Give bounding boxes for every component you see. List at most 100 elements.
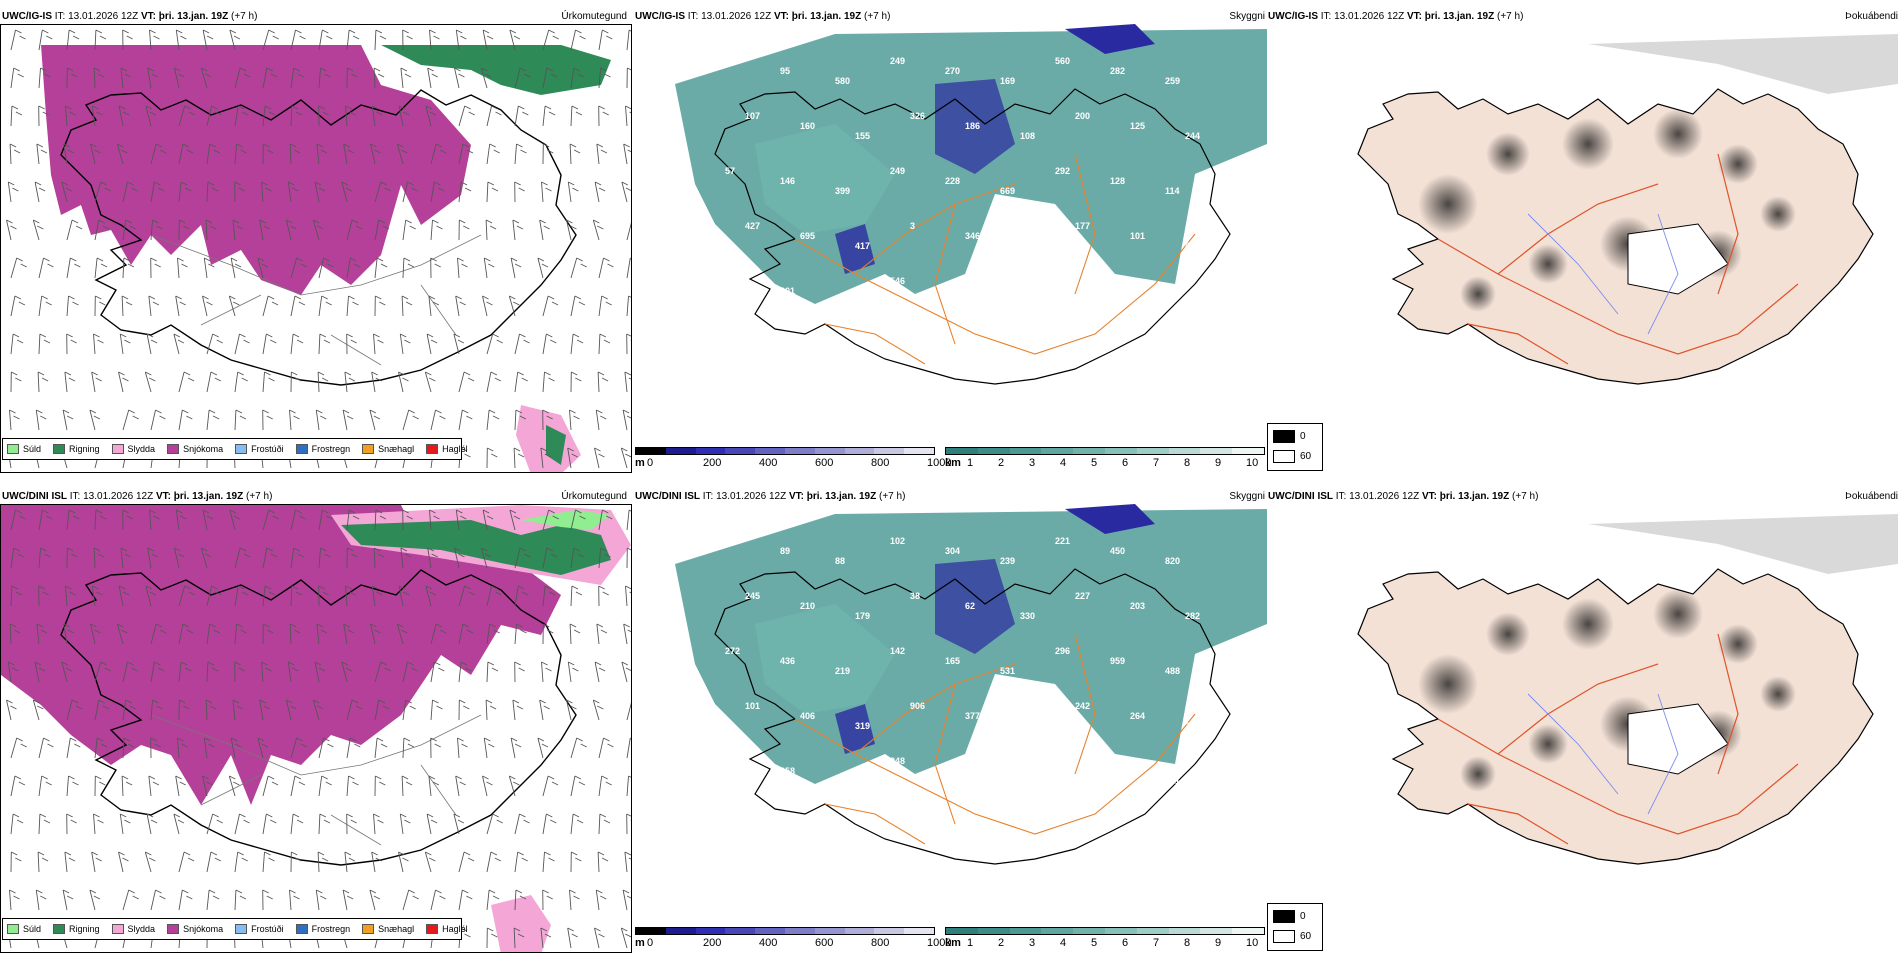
cloud-base-label: 259 bbox=[1165, 76, 1180, 86]
legend-label: Haglél bbox=[442, 444, 468, 454]
lead-time: (+7 h) bbox=[879, 491, 906, 502]
legend-label: Haglél bbox=[442, 924, 468, 934]
visibility-tick: 5 bbox=[1091, 937, 1098, 949]
cloud-base-label: 450 bbox=[1110, 546, 1125, 556]
cloud-base-label: 89 bbox=[780, 546, 790, 556]
legend-label: Slydda bbox=[127, 444, 156, 454]
visibility-tick: 1 bbox=[967, 937, 974, 949]
valid-time: þri. 13.jan. 19Z bbox=[791, 11, 862, 22]
fog-value: 0 bbox=[1300, 431, 1306, 442]
cloud-base-label: 200 bbox=[1075, 111, 1090, 121]
cloud-base-label: 406 bbox=[800, 711, 815, 721]
visibility-tick: 2 bbox=[998, 937, 1005, 949]
visibility-unit: km bbox=[945, 457, 961, 469]
visibility-tick: 3 bbox=[1029, 937, 1036, 949]
cloud-base-label: 58 bbox=[835, 296, 845, 306]
it-label: IT: bbox=[69, 491, 81, 502]
legend-label: Slydda bbox=[127, 924, 156, 934]
it-label: IT: bbox=[1320, 11, 1332, 22]
cloud-base-label: 95 bbox=[945, 286, 955, 296]
cloud-base-label: 546 bbox=[890, 276, 905, 286]
visibility-colorbar: km 1 2 3 4 5 6 7 8 9 10 bbox=[945, 927, 1265, 953]
cloud-base-colorbar: m 0 200 400 600 800 1000 bbox=[635, 927, 951, 953]
legend-item: Slydda bbox=[111, 444, 156, 454]
valid-time: þri. 13.jan. 19Z bbox=[806, 491, 877, 502]
cloud-base-label: 142 bbox=[890, 646, 905, 656]
cloud-base-label: 282 bbox=[1185, 611, 1200, 621]
cloud-base-tick: 600 bbox=[815, 457, 834, 469]
model-name: UWC/DINI ISL bbox=[2, 491, 67, 502]
cloud-base-label: 101 bbox=[1130, 231, 1145, 241]
cloud-base-label: 101 bbox=[745, 701, 760, 711]
visibility-tick: 9 bbox=[1215, 457, 1222, 469]
cloud-base-tick: 200 bbox=[703, 457, 722, 469]
visibility-tick: 4 bbox=[1060, 937, 1067, 949]
valid-time: þri. 13.jan. 19Z bbox=[1424, 11, 1495, 22]
it-label: IT: bbox=[702, 491, 714, 502]
model-name: UWC/DINI ISL bbox=[1268, 491, 1333, 502]
legend-swatch bbox=[235, 924, 248, 934]
cloud-base-label: 114 bbox=[1165, 186, 1180, 196]
cloud-base-label: 485 bbox=[1020, 721, 1035, 731]
fog-swatch bbox=[1273, 450, 1295, 463]
legend-swatch bbox=[111, 924, 124, 934]
legend-item: Snjókoma bbox=[167, 444, 223, 454]
legend-item: Slydda bbox=[111, 924, 156, 934]
cloud-base-label: 1 bbox=[1055, 276, 1060, 286]
fog-legend: 0 60 bbox=[1267, 423, 1323, 471]
cloud-base-label: 210 bbox=[800, 601, 815, 611]
init-time: 13.01.2026 12Z bbox=[716, 491, 787, 502]
cloud-base-label: 107 bbox=[745, 111, 760, 121]
cloud-base-label: 759 bbox=[835, 776, 850, 786]
cloud-base-label: 820 bbox=[1165, 556, 1180, 566]
legend-swatch bbox=[235, 444, 248, 454]
cloud-base-label: 95 bbox=[780, 66, 790, 76]
panel-title: UWC/IG-IS IT: 13.01.2026 12Z VT: þri. 13… bbox=[1268, 11, 1523, 23]
cloud-base-label: 282 bbox=[1110, 66, 1125, 76]
cloud-base-label: 38 bbox=[910, 591, 920, 601]
cloud-base-label: 248 bbox=[890, 756, 905, 766]
cloud-base-label: 417 bbox=[855, 241, 870, 251]
visibility-tick: 6 bbox=[1122, 937, 1129, 949]
cloud-base-unit: m bbox=[635, 937, 645, 949]
legend-item: Rigning bbox=[53, 924, 100, 934]
model-name: UWC/IG-IS bbox=[635, 11, 685, 22]
model-name: UWC/IG-IS bbox=[1268, 11, 1318, 22]
vt-label: VT: bbox=[155, 491, 171, 502]
legend-swatch bbox=[111, 444, 124, 454]
legend-swatch bbox=[7, 444, 19, 454]
precip-type-map bbox=[0, 24, 632, 473]
cloud-base-strip bbox=[635, 447, 935, 455]
legend-item: Súld bbox=[7, 924, 41, 934]
product-name: Þokuábendi bbox=[1845, 491, 1898, 502]
cloud-base-label: 102 bbox=[890, 536, 905, 546]
legend-label: Rigning bbox=[69, 444, 100, 454]
cloud-base-label: 57 bbox=[725, 166, 735, 176]
cloud-base-label: 304 bbox=[945, 546, 960, 556]
cloud-base-label: 203 bbox=[1130, 601, 1145, 611]
legend-item: Haglél bbox=[426, 924, 468, 934]
cloud-base-label: 3 bbox=[910, 221, 915, 231]
lead-time: (+7 h) bbox=[864, 11, 891, 22]
cloud-base-label: 179 bbox=[855, 611, 870, 621]
cloud-base-label: 114 bbox=[725, 756, 740, 766]
cloud-base-label: 330 bbox=[1020, 611, 1035, 621]
cloud-base-label: 55 bbox=[745, 811, 755, 821]
cloud-base-map: 98 95 580 249 270 169 560 282 259 107 160 155 326 186… bbox=[635, 24, 1267, 424]
cloud-base-label: 169 bbox=[1000, 76, 1015, 86]
legend-swatch bbox=[53, 924, 66, 934]
cloud-base-tick: 1000 bbox=[927, 937, 952, 949]
cloud-base-label: 85 bbox=[1000, 776, 1010, 786]
legend-item: Snjókoma bbox=[167, 924, 223, 934]
init-time: 13.01.2026 12Z bbox=[1334, 11, 1405, 22]
legend-label: Súld bbox=[23, 924, 42, 934]
cloud-base-label: 177 bbox=[1075, 221, 1090, 231]
lead-time: (+7 h) bbox=[1497, 11, 1524, 22]
cloud-base-label: 560 bbox=[1055, 56, 1070, 66]
cloud-base-label: 98 bbox=[725, 56, 735, 66]
cloud-base-label: 228 bbox=[945, 176, 960, 186]
visibility-tick: 2 bbox=[998, 457, 1005, 469]
cloud-base-label: 399 bbox=[835, 186, 850, 196]
cloud-base-map: 88 89 88 102 304 239 221 450 820 245 210 179 38 62 330… bbox=[635, 504, 1267, 904]
cloud-base-label: 326 bbox=[910, 111, 925, 121]
